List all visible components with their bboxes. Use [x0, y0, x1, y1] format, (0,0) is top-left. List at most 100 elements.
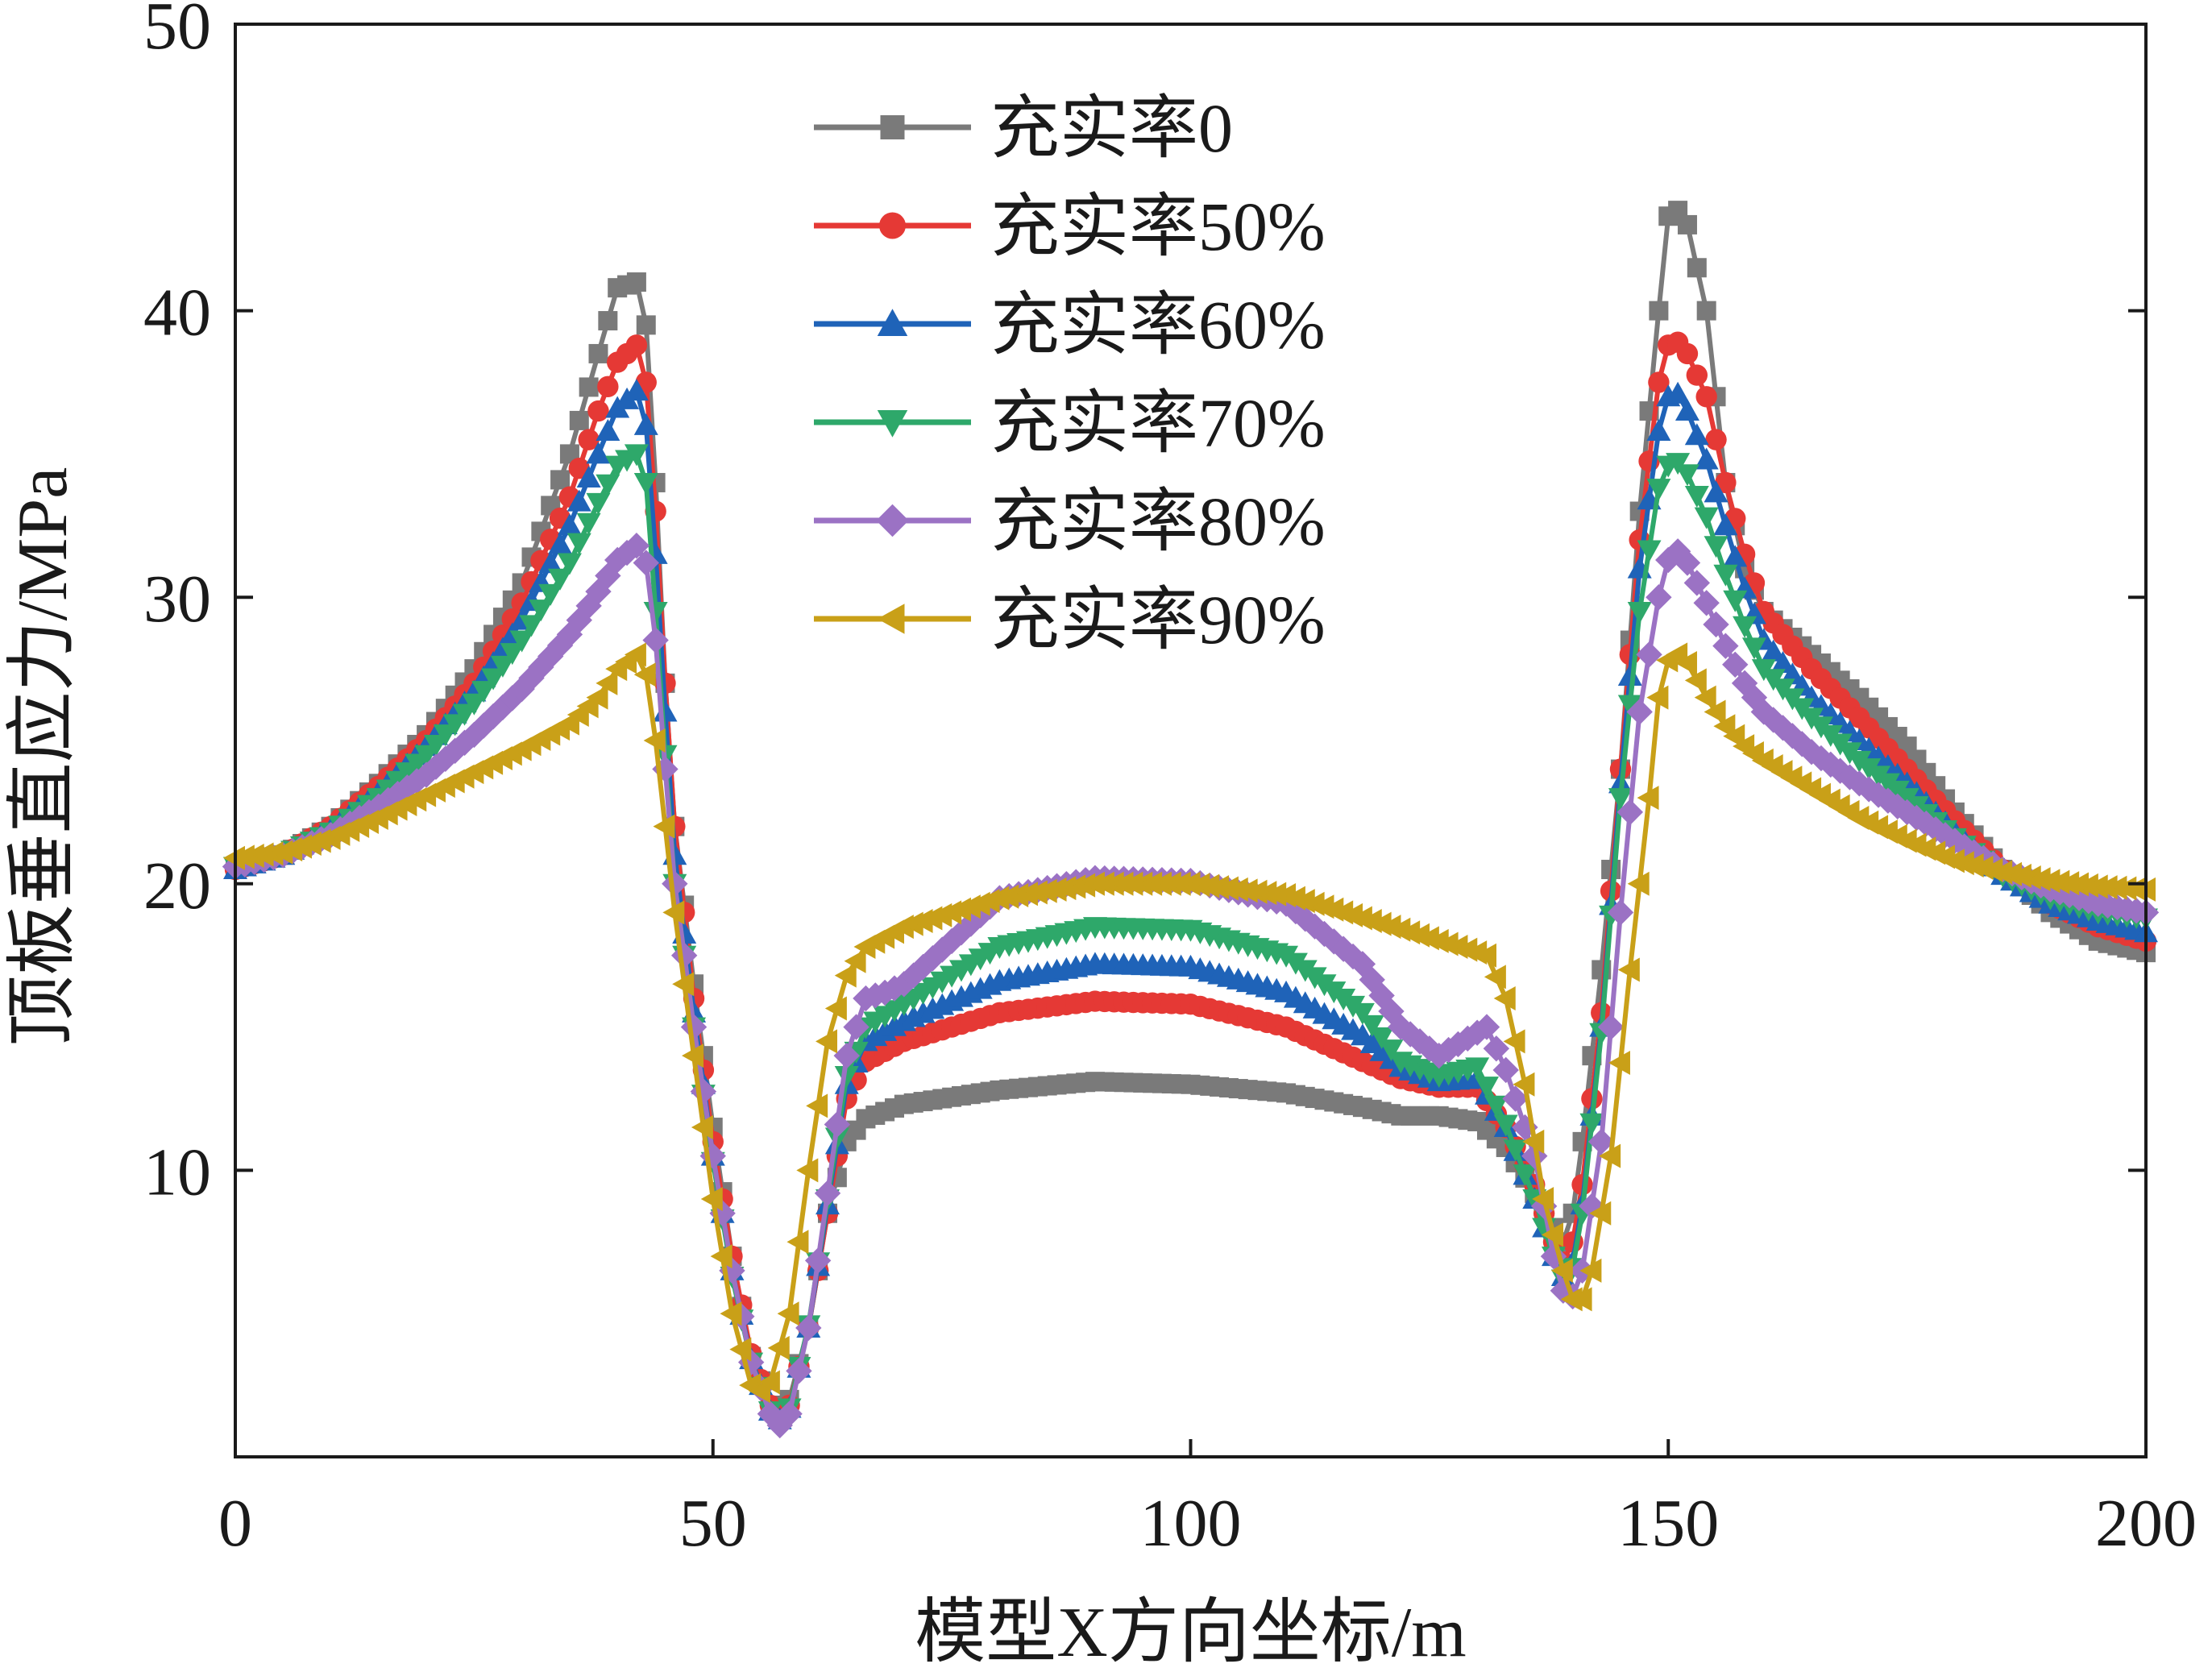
- data-point: [1503, 1139, 1528, 1162]
- data-point: [1579, 1193, 1605, 1220]
- data-point: [624, 642, 646, 667]
- x-tick-label: 50: [679, 1486, 747, 1561]
- data-point: [824, 996, 847, 1021]
- data-point: [1465, 1057, 1490, 1080]
- data-point: [720, 1301, 742, 1326]
- data-point: [1684, 668, 1707, 693]
- data-point: [804, 1247, 832, 1274]
- data-point: [1321, 928, 1347, 955]
- legend-marker: [877, 410, 908, 438]
- data-point: [566, 533, 591, 555]
- data-point: [346, 804, 373, 832]
- data-point: [588, 343, 608, 363]
- data-point: [1694, 447, 1719, 470]
- data-point: [1435, 1036, 1462, 1064]
- data-point: [1637, 786, 1659, 811]
- data-point: [1503, 1029, 1525, 1054]
- data-point: [1687, 258, 1707, 278]
- data-point: [451, 729, 478, 757]
- data-point: [633, 662, 656, 687]
- legend-marker: [877, 309, 908, 336]
- axes-layer: 0 50 100 150 200 10 20 30 40 50: [143, 0, 2197, 1561]
- data-point: [1617, 957, 1640, 982]
- legend-item: 充实率70%: [814, 384, 1326, 462]
- data-point: [1646, 584, 1672, 611]
- data-point: [929, 936, 956, 963]
- y-tick-label: 10: [143, 1135, 211, 1209]
- data-point: [452, 703, 477, 726]
- legend-label: 充实率70%: [990, 384, 1326, 462]
- data-point: [490, 655, 515, 678]
- data-point: [1484, 965, 1506, 990]
- data-point: [1054, 876, 1077, 901]
- data-point: [1627, 601, 1652, 624]
- data-point: [795, 1314, 822, 1342]
- data-point: [844, 948, 866, 973]
- data-point: [633, 413, 658, 435]
- data-point: [766, 1412, 793, 1439]
- data-point: [1484, 1095, 1509, 1118]
- legend-marker: [877, 604, 905, 634]
- data-point: [1493, 986, 1516, 1011]
- data-point: [519, 615, 544, 637]
- data-point: [576, 512, 601, 535]
- x-tick-label: 0: [218, 1486, 252, 1561]
- data-point: [597, 375, 619, 398]
- data-point: [1350, 1002, 1375, 1025]
- data-point: [1686, 364, 1708, 386]
- data-point: [1255, 881, 1277, 906]
- data-point: [1025, 880, 1048, 905]
- data-point: [1245, 879, 1268, 904]
- data-point: [586, 442, 611, 464]
- data-point: [2076, 873, 2098, 898]
- data-point: [796, 1158, 819, 1183]
- data-point: [843, 1014, 869, 1040]
- data-point: [1636, 641, 1662, 668]
- data-point: [538, 551, 563, 574]
- x-tick-label: 200: [2095, 1486, 2197, 1561]
- data-point: [1532, 1186, 1554, 1211]
- data-point: [624, 379, 649, 401]
- data-point: [566, 607, 592, 633]
- data-point: [548, 568, 573, 591]
- data-point: [987, 886, 1010, 911]
- data-point: [1359, 1014, 1384, 1037]
- data-point: [625, 334, 648, 356]
- data-point: [1646, 685, 1669, 710]
- y-tick-label: 20: [143, 848, 211, 923]
- data-point: [1493, 1114, 1518, 1137]
- data-point: [776, 1400, 803, 1427]
- data-point: [624, 444, 649, 467]
- data-point: [1733, 616, 1758, 638]
- data-point: [672, 972, 695, 997]
- data-point: [586, 685, 608, 710]
- legend-label: 充实率0: [990, 89, 1233, 167]
- data-point: [1473, 1014, 1500, 1040]
- data-point: [1894, 799, 1920, 826]
- data-point: [623, 532, 650, 559]
- data-point: [1513, 1164, 1538, 1187]
- data-point: [814, 1180, 841, 1207]
- data-point: [595, 562, 621, 589]
- data-point: [462, 693, 487, 716]
- data-point: [1684, 423, 1709, 446]
- data-point: [1627, 871, 1650, 896]
- series-layer: [222, 201, 2160, 1439]
- data-point: [729, 1337, 752, 1362]
- data-point: [2038, 869, 2061, 894]
- data-point: [1903, 804, 1930, 832]
- data-point: [2019, 865, 2041, 890]
- data-point: [1207, 875, 1230, 900]
- legend-label: 充实率90%: [990, 581, 1326, 658]
- data-point: [232, 844, 255, 869]
- legend-item: 充实率60%: [814, 286, 1326, 363]
- data-point: [1941, 828, 1969, 854]
- data-point: [670, 942, 698, 969]
- data-point: [1683, 570, 1711, 596]
- data-point: [653, 699, 678, 722]
- data-point: [1235, 878, 1258, 903]
- data-point: [1770, 650, 1795, 673]
- data-point: [1922, 816, 1949, 843]
- data-point: [1666, 381, 1691, 404]
- data-point: [1723, 590, 1748, 612]
